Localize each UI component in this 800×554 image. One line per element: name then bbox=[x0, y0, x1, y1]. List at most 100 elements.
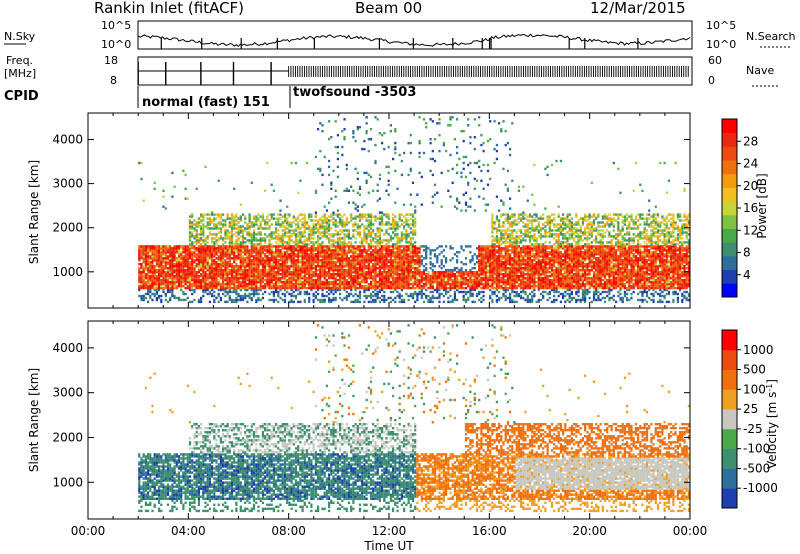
data-cell bbox=[312, 284, 315, 288]
data-cell bbox=[188, 269, 192, 272]
data-cell bbox=[317, 265, 320, 268]
data-cell bbox=[420, 245, 423, 248]
data-cell bbox=[246, 269, 249, 272]
data-cell bbox=[460, 286, 463, 290]
data-cell bbox=[433, 274, 437, 278]
data-cell bbox=[281, 235, 284, 238]
data-cell bbox=[328, 257, 331, 260]
data-cell bbox=[383, 259, 386, 262]
data-cell bbox=[489, 288, 492, 292]
data-cell bbox=[197, 271, 200, 274]
data-cell bbox=[376, 284, 379, 288]
data-cell bbox=[228, 273, 231, 276]
data-cell bbox=[186, 255, 189, 258]
data-cell bbox=[175, 284, 178, 288]
data-cell bbox=[142, 269, 145, 272]
data-cell bbox=[330, 265, 333, 268]
data-cell bbox=[486, 203, 490, 206]
data-cell bbox=[294, 276, 298, 280]
data-cell bbox=[378, 235, 381, 238]
data-cell bbox=[235, 247, 238, 250]
data-cell bbox=[471, 267, 474, 270]
data-cell bbox=[283, 276, 287, 280]
data-cell bbox=[257, 225, 260, 228]
data-cell bbox=[299, 245, 302, 248]
data-cell bbox=[369, 217, 373, 220]
data-cell bbox=[153, 247, 156, 250]
data-cell bbox=[184, 276, 187, 280]
data-cell bbox=[264, 265, 267, 268]
data-cell bbox=[381, 229, 384, 232]
data-cell bbox=[361, 269, 364, 272]
data-cell bbox=[354, 288, 357, 292]
data-cell bbox=[372, 263, 375, 266]
data-cell bbox=[394, 235, 397, 238]
data-cell bbox=[147, 286, 150, 290]
data-cell bbox=[235, 263, 238, 266]
data-cell bbox=[184, 245, 187, 248]
data-cell bbox=[407, 213, 410, 216]
data-cell bbox=[418, 171, 421, 175]
data-cell bbox=[356, 271, 359, 274]
data-cell bbox=[352, 229, 355, 232]
data-cell bbox=[248, 284, 251, 288]
data-cell bbox=[180, 265, 183, 268]
data-cell bbox=[400, 233, 403, 236]
data-cell bbox=[473, 118, 476, 121]
data-cell bbox=[257, 273, 260, 276]
data-cell bbox=[378, 249, 381, 252]
data-cell bbox=[334, 286, 337, 290]
data-cell bbox=[321, 245, 324, 248]
data-cell bbox=[292, 233, 295, 236]
data-cell bbox=[334, 278, 337, 282]
data-cell bbox=[458, 278, 461, 282]
data-cell bbox=[255, 253, 258, 256]
data-cell bbox=[422, 151, 426, 155]
data-cell bbox=[328, 233, 331, 236]
data-cell bbox=[252, 221, 256, 224]
data-cell bbox=[222, 274, 225, 278]
data-cell bbox=[195, 243, 198, 246]
data-cell bbox=[381, 257, 384, 260]
data-cell bbox=[175, 267, 178, 270]
data-cell bbox=[396, 239, 399, 242]
data-cell bbox=[226, 284, 229, 288]
data-cell bbox=[411, 280, 415, 284]
data-cell bbox=[197, 278, 200, 282]
data-cell bbox=[336, 134, 339, 137]
data-cell bbox=[358, 247, 362, 250]
data-cell bbox=[350, 245, 353, 248]
data-cell bbox=[151, 269, 154, 272]
data-cell bbox=[215, 239, 218, 242]
data-cell bbox=[237, 292, 240, 296]
data-cell bbox=[197, 237, 200, 240]
data-cell bbox=[323, 251, 326, 254]
data-cell bbox=[292, 265, 295, 268]
data-cell bbox=[317, 241, 320, 244]
data-cell bbox=[261, 278, 264, 282]
data-cell bbox=[272, 251, 275, 254]
data-cell bbox=[467, 271, 470, 274]
data-cell bbox=[449, 282, 452, 286]
data-cell bbox=[385, 251, 388, 254]
data-cell bbox=[305, 292, 309, 296]
data-cell bbox=[317, 259, 320, 262]
data-cell bbox=[354, 267, 357, 270]
data-cell bbox=[241, 233, 245, 236]
data-cell bbox=[469, 205, 472, 208]
data-cell bbox=[312, 267, 315, 270]
data-cell bbox=[367, 235, 370, 238]
data-cell bbox=[425, 263, 428, 266]
data-cell bbox=[246, 239, 249, 242]
data-cell bbox=[188, 300, 192, 304]
data-cell bbox=[363, 288, 366, 292]
data-cell bbox=[288, 271, 291, 274]
data-cell bbox=[422, 282, 426, 286]
data-cell bbox=[164, 259, 167, 262]
data-cell bbox=[332, 255, 335, 258]
data-cell bbox=[469, 288, 472, 292]
data-cell bbox=[363, 171, 366, 175]
data-cell bbox=[277, 213, 280, 216]
data-cell bbox=[471, 255, 474, 258]
data-cell bbox=[166, 255, 170, 258]
